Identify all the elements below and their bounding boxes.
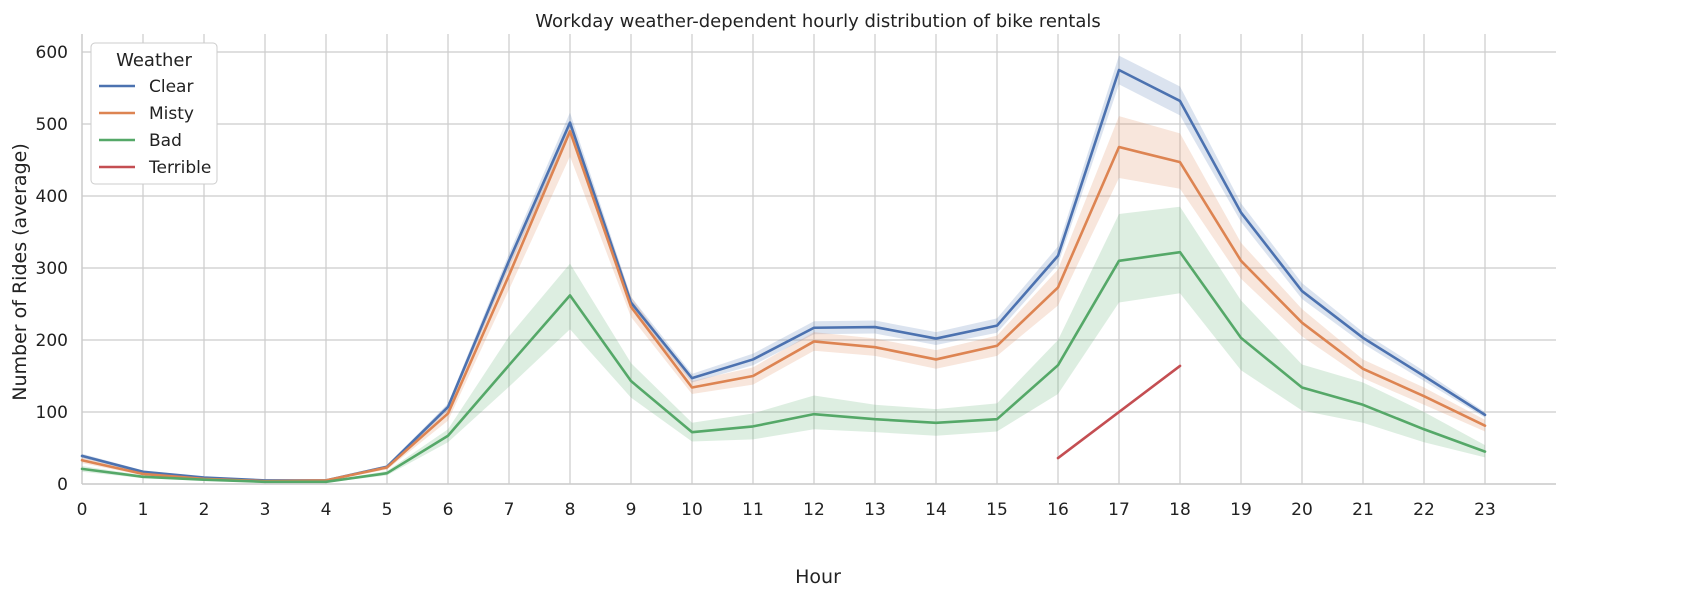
y-tick-label: 600 (36, 43, 68, 63)
x-tick-label: 20 (1291, 500, 1313, 520)
legend-title: Weather (116, 50, 192, 71)
legend-label-terrible: Terrible (148, 158, 211, 178)
y-tick-label: 0 (57, 475, 68, 495)
x-tick-label: 7 (504, 500, 515, 520)
x-tick-label: 6 (443, 500, 454, 520)
x-tick-label: 0 (77, 500, 88, 520)
x-tick-label: 2 (199, 500, 210, 520)
chart-title: Workday weather-dependent hourly distrib… (535, 11, 1101, 32)
x-tick-label: 15 (986, 500, 1008, 520)
x-tick-label: 12 (803, 500, 825, 520)
x-tick-label: 13 (864, 500, 886, 520)
x-tick-label: 10 (681, 500, 703, 520)
y-tick-labels: 0 100 200 300 400 500 600 (36, 43, 68, 495)
y-tick-label: 500 (36, 115, 68, 135)
series-line-terrible (1056, 364, 1182, 460)
x-tick-label: 18 (1169, 500, 1191, 520)
y-axis-label: Number of Rides (average) (9, 143, 31, 401)
x-tick-label: 5 (382, 500, 393, 520)
legend: Weather Clear Misty Bad Terrible (90, 42, 218, 185)
x-tick-label: 14 (925, 500, 947, 520)
x-axis-label: Hour (795, 566, 841, 588)
x-tick-label: 19 (1230, 500, 1252, 520)
confidence-band-bad (82, 206, 1485, 483)
y-tick-label: 200 (36, 331, 68, 351)
legend-label-bad: Bad (149, 131, 182, 151)
axes (81, 34, 1556, 485)
y-tick-label: 400 (36, 187, 68, 207)
series-line-misty (80, 129, 1487, 483)
x-tick-label: 1 (138, 500, 149, 520)
legend-label-misty: Misty (149, 104, 194, 124)
legend-label-clear: Clear (149, 77, 193, 97)
x-tick-label: 9 (626, 500, 637, 520)
y-tick-label: 100 (36, 403, 68, 423)
series-line-bad (80, 250, 1487, 484)
legend-frame (90, 42, 218, 185)
x-tick-label: 3 (260, 500, 271, 520)
x-tick-label: 11 (742, 500, 764, 520)
x-tick-label: 22 (1413, 500, 1435, 520)
x-tick-label: 17 (1108, 500, 1130, 520)
legend-items: Clear Misty Bad Terrible (99, 77, 211, 178)
x-tick-labels: 0 1 2 3 4 5 6 7 8 9 10 11 12 13 14 15 16 17 18 19 20 21 22 23 (77, 500, 1496, 520)
x-tick-label: 16 (1047, 500, 1069, 520)
x-tick-label: 21 (1352, 500, 1374, 520)
x-tick-label: 23 (1474, 500, 1496, 520)
x-tick-label: 4 (321, 500, 332, 520)
y-tick-label: 300 (36, 259, 68, 279)
confidence-bands (82, 55, 1485, 483)
series-lines (80, 68, 1487, 484)
x-tick-label: 8 (565, 500, 576, 520)
